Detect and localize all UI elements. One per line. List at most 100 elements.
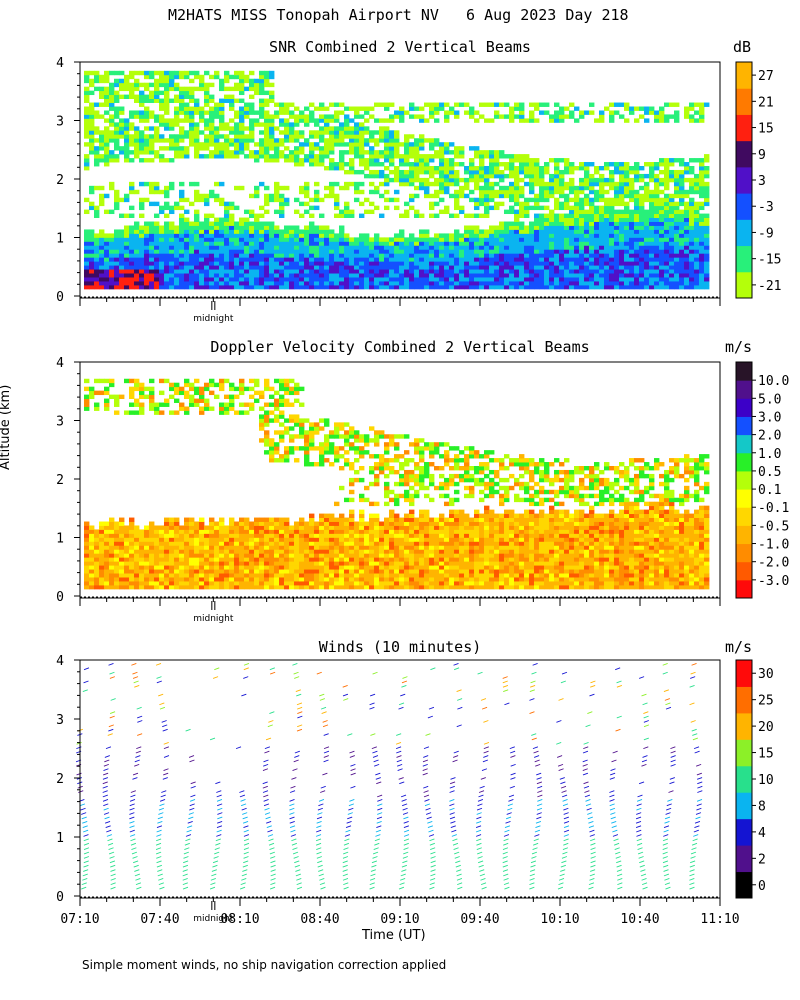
data-cell — [394, 110, 400, 115]
data-cell — [489, 197, 495, 203]
data-cell — [369, 265, 375, 270]
data-cell — [274, 241, 280, 246]
data-cell — [554, 221, 560, 226]
data-cell — [259, 265, 265, 270]
data-cell — [274, 138, 280, 143]
data-cell — [394, 134, 400, 139]
data-cell — [259, 537, 265, 542]
data-cell — [599, 284, 605, 290]
data-cell — [114, 553, 120, 558]
data-cell — [589, 273, 595, 278]
data-cell — [164, 378, 170, 384]
data-cell — [149, 569, 155, 574]
data-cell — [349, 273, 355, 278]
data-cell — [209, 114, 215, 119]
data-cell — [224, 225, 230, 230]
colorbar-tick-label: 21 — [758, 95, 774, 110]
data-cell — [609, 197, 615, 203]
data-cell — [329, 189, 335, 195]
data-cell — [619, 233, 625, 238]
data-cell — [179, 197, 185, 203]
data-cell — [694, 229, 700, 234]
snr-heatmap — [84, 70, 710, 290]
data-cell — [184, 577, 190, 582]
data-cell — [194, 525, 200, 530]
data-cell — [479, 281, 485, 286]
data-cell — [174, 201, 180, 207]
data-cell — [199, 525, 205, 530]
data-cell — [264, 410, 270, 415]
data-cell — [384, 257, 390, 262]
data-cell — [619, 269, 625, 274]
data-cell — [629, 177, 635, 183]
data-cell — [434, 102, 440, 107]
data-cell — [184, 529, 190, 534]
data-cell — [539, 237, 545, 242]
data-cell — [569, 257, 575, 262]
data-cell — [314, 130, 320, 135]
data-cell — [389, 150, 395, 155]
data-cell — [569, 233, 575, 238]
data-cell — [589, 237, 595, 242]
data-cell — [184, 70, 190, 76]
data-cell — [219, 78, 225, 84]
data-cell — [249, 78, 255, 84]
colorbar-tick-label: 15 — [758, 122, 774, 137]
data-cell — [159, 90, 165, 96]
data-cell — [599, 245, 605, 250]
data-cell — [284, 269, 290, 274]
data-cell — [144, 197, 150, 203]
data-cell — [169, 225, 175, 230]
data-cell — [424, 269, 430, 274]
data-cell — [329, 146, 335, 151]
data-cell — [594, 177, 600, 183]
data-cell — [339, 245, 345, 250]
data-cell — [309, 114, 315, 119]
data-cell — [654, 185, 660, 191]
data-cell — [194, 134, 200, 139]
data-cell — [214, 577, 220, 582]
data-cell — [364, 162, 370, 167]
data-cell — [554, 229, 560, 234]
data-cell — [539, 284, 545, 290]
data-cell — [359, 201, 365, 207]
data-cell — [384, 241, 390, 246]
data-cell — [239, 553, 245, 558]
data-cell — [324, 277, 330, 282]
data-cell — [204, 269, 210, 274]
data-cell — [139, 197, 145, 203]
data-cell — [114, 257, 120, 262]
data-cell — [274, 553, 280, 558]
data-cell — [249, 70, 255, 76]
data-cell — [419, 253, 425, 258]
data-cell — [624, 185, 630, 191]
data-cell — [139, 581, 145, 586]
data-cell — [654, 257, 660, 262]
data-cell — [464, 110, 470, 115]
data-cell — [219, 265, 225, 270]
data-cell — [119, 545, 125, 550]
data-cell — [529, 177, 535, 183]
data-cell — [359, 114, 365, 119]
data-cell — [344, 284, 350, 290]
data-cell — [134, 557, 140, 562]
data-cell — [374, 138, 380, 143]
data-cell — [689, 177, 695, 183]
data-cell — [149, 521, 155, 526]
data-cell — [449, 273, 455, 278]
data-cell — [614, 201, 620, 207]
data-cell — [209, 257, 215, 262]
data-cell — [314, 257, 320, 262]
data-cell — [369, 169, 375, 175]
data-cell — [219, 378, 225, 384]
data-cell — [214, 233, 220, 238]
data-cell — [639, 277, 645, 282]
data-cell — [464, 193, 470, 199]
data-cell — [259, 573, 265, 578]
data-cell — [379, 277, 385, 282]
data-cell — [169, 581, 175, 586]
data-cell — [629, 273, 635, 278]
data-cell — [444, 177, 450, 183]
data-cell — [119, 261, 125, 266]
data-cell — [629, 217, 635, 222]
